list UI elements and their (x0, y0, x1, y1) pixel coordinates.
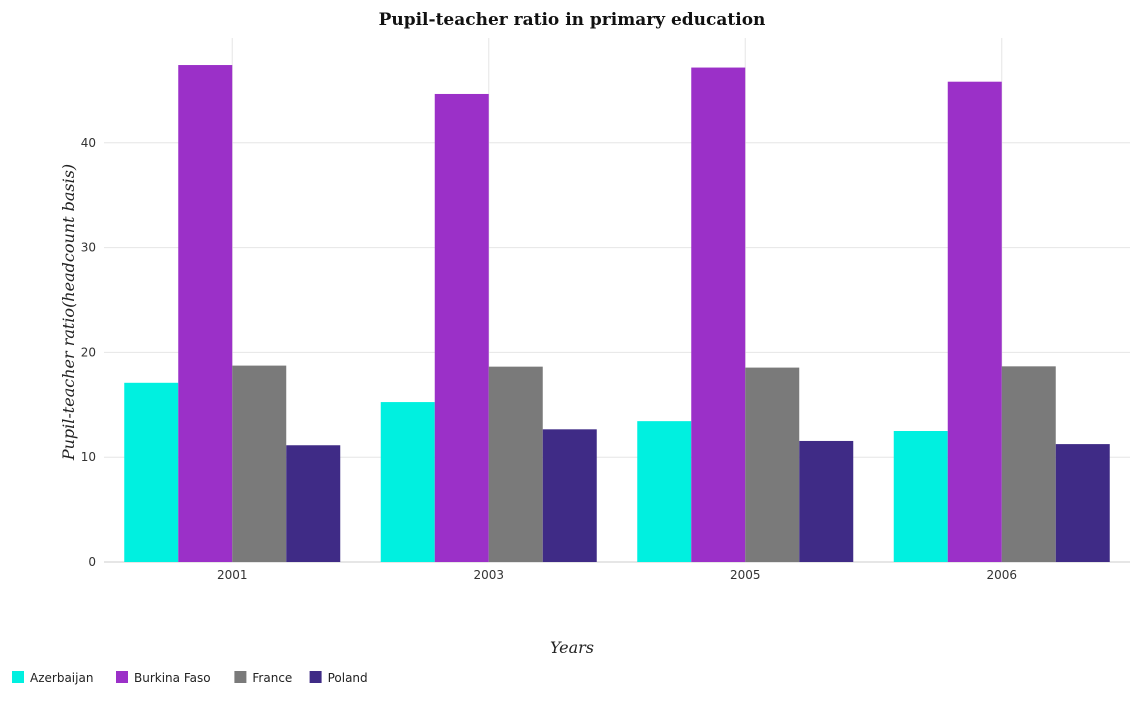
bar-azerbaijan (637, 421, 692, 562)
bar-poland (1055, 444, 1110, 562)
y-tick-label: 30 (81, 241, 96, 255)
bar-poland (286, 445, 341, 562)
y-tick-label: 20 (81, 345, 96, 359)
bar-france (1001, 366, 1056, 562)
legend-swatch (12, 671, 24, 683)
legend-swatch (234, 671, 247, 683)
y-tick-label: 0 (88, 555, 96, 569)
x-tick-label: 2001 (217, 568, 248, 582)
bar-burkina-faso (691, 67, 746, 563)
legend-label: Azerbaijan (30, 671, 93, 685)
bar-azerbaijan (380, 402, 435, 562)
y-tick-label: 10 (81, 450, 96, 464)
legend-label: France (252, 671, 292, 685)
legend-swatch (309, 671, 322, 683)
x-axis-label: Years (550, 638, 594, 657)
bar-poland (542, 429, 597, 562)
legend-label: Burkina Faso (134, 671, 211, 685)
bar-azerbaijan (893, 431, 948, 562)
chart-title: Pupil-teacher ratio in primary education (379, 10, 766, 30)
x-tick-label: 2006 (986, 568, 1017, 582)
bar-france (232, 365, 287, 562)
x-tick-label: 2005 (730, 568, 761, 582)
legend-swatch (116, 671, 128, 683)
legend: Azerbaijan Burkina Faso France Poland (12, 671, 368, 685)
legend-label: Poland (328, 671, 368, 685)
y-axis-ticks: 0 10 20 30 40 (81, 136, 96, 569)
bar-burkina-faso (434, 93, 489, 563)
bar-burkina-faso (947, 81, 1002, 562)
bar-france (745, 367, 800, 562)
bars (124, 65, 1110, 563)
y-axis-label: Pupil-teacher ratio(headcount basis) (59, 164, 78, 461)
bar-france (488, 366, 543, 562)
y-tick-label: 40 (81, 136, 96, 150)
bar-burkina-faso (178, 65, 233, 563)
bar-poland (799, 440, 854, 562)
bar-azerbaijan (124, 382, 179, 562)
x-axis-ticks: 2001 2003 2005 2006 (217, 568, 1017, 582)
x-tick-label: 2003 (473, 568, 504, 582)
